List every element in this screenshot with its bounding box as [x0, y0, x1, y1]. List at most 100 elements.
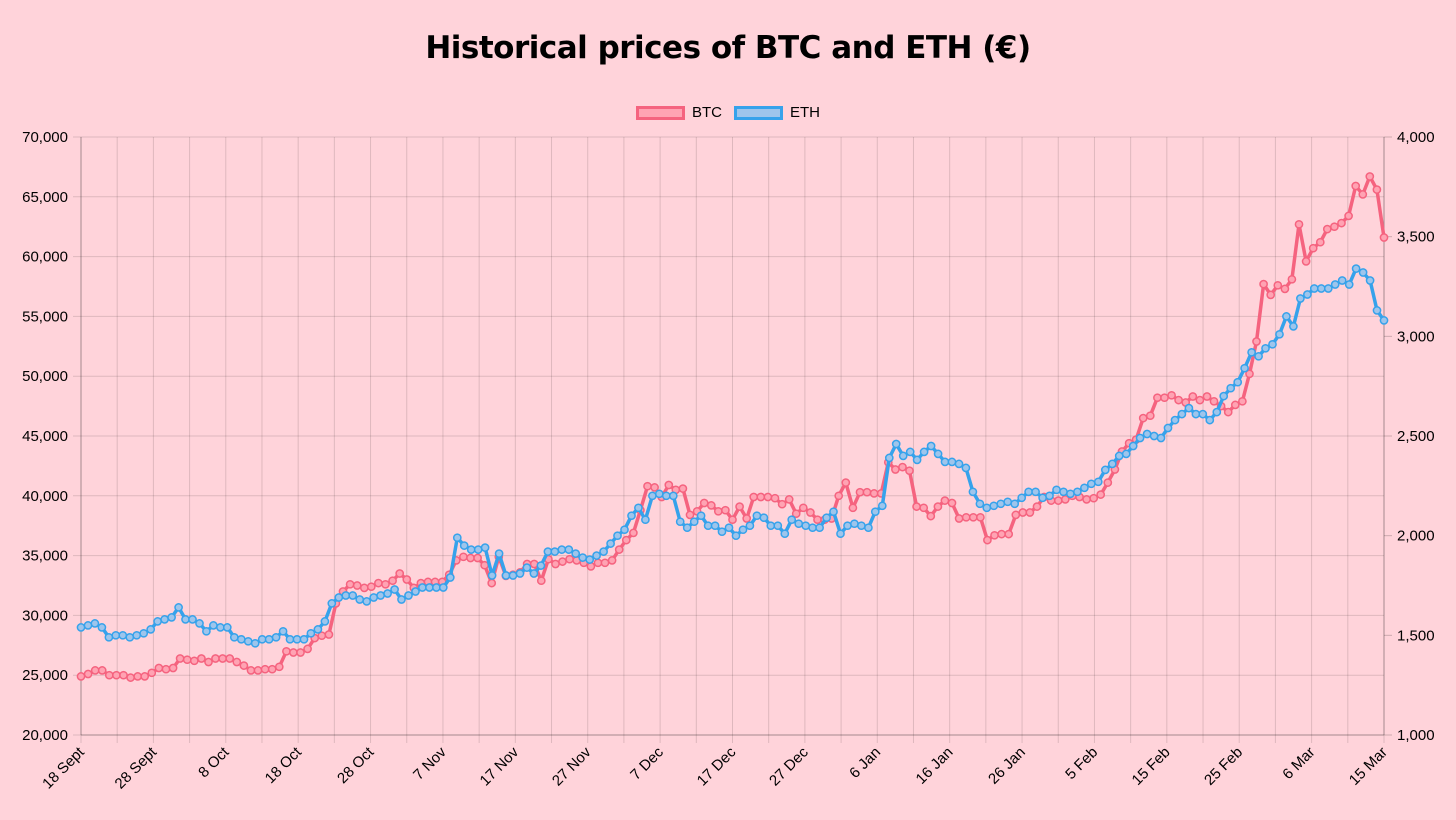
btc-point [968, 512, 978, 522]
eth-point [1170, 415, 1180, 425]
btc-point [381, 579, 390, 589]
btc-point [154, 663, 164, 673]
x-tick-label: 27 Nov [549, 743, 595, 789]
btc-point [558, 557, 567, 566]
y-left-tick-label: 35,000 [22, 548, 68, 565]
btc-point [997, 529, 1006, 539]
btc-point [664, 480, 674, 490]
x-tick-label: 15 Mar [1346, 744, 1391, 789]
btc-point [395, 569, 405, 578]
eth-point [703, 521, 713, 531]
legend-item-btc[interactable]: BTC [636, 104, 722, 121]
eth-point [940, 457, 950, 467]
eth-point [418, 583, 427, 592]
eth-point [822, 513, 831, 523]
eth-point [480, 543, 490, 552]
eth-point [306, 628, 316, 638]
btc-point [253, 666, 263, 675]
btc-point [296, 648, 305, 657]
eth-point [1038, 493, 1047, 503]
eth-point [390, 585, 399, 594]
eth-point [1323, 284, 1333, 293]
eth-point [543, 547, 553, 556]
y-left-tick-label: 70,000 [22, 129, 68, 146]
btc-point [1018, 508, 1028, 517]
eth-point [341, 591, 351, 600]
eth-point [780, 529, 790, 539]
eth-point [954, 459, 964, 469]
eth-point [1142, 429, 1152, 439]
btc-point [218, 654, 227, 663]
btc-point [1337, 218, 1346, 228]
eth-point [606, 539, 615, 548]
btc-point [112, 670, 121, 680]
eth-point [90, 619, 100, 628]
btc-point [713, 506, 723, 516]
eth-point [348, 591, 358, 600]
eth-point [696, 511, 706, 521]
eth-point [641, 515, 650, 525]
eth-point [884, 453, 894, 463]
btc-point [1223, 407, 1233, 417]
eth-point [487, 571, 497, 580]
eth-point [1254, 351, 1263, 361]
eth-point [933, 449, 943, 459]
btc-point [1138, 413, 1148, 423]
eth-point [891, 439, 901, 449]
eth-point [1156, 433, 1166, 443]
eth-point [1205, 415, 1215, 425]
btc-point [685, 510, 695, 520]
eth-point [1337, 276, 1347, 285]
x-tick-label: 6 Jan [846, 744, 884, 782]
btc-point [1245, 369, 1254, 379]
eth-point [1135, 433, 1145, 443]
btc-point [1259, 279, 1268, 289]
btc-point [197, 654, 206, 663]
x-tick-label: 16 Jan [913, 744, 957, 788]
legend-label-eth: ETH [790, 104, 820, 121]
btc-point [239, 661, 249, 670]
eth-point [327, 599, 337, 608]
btc-point [83, 669, 93, 679]
btc-point [770, 493, 780, 503]
eth-point [794, 519, 804, 529]
btc-point [643, 481, 652, 491]
btc-point [1188, 392, 1198, 401]
eth-point [132, 630, 142, 640]
btc-point [699, 498, 709, 508]
eth-point [362, 597, 372, 606]
eth-point [898, 451, 908, 461]
eth-point [1031, 487, 1040, 497]
btc-point [940, 496, 950, 505]
eth-point [1275, 329, 1284, 339]
eth-point [787, 515, 797, 525]
eth-point [473, 545, 483, 554]
x-tick-label: 6 Mar [1279, 744, 1318, 783]
eth-point [1212, 407, 1222, 417]
btc-point [232, 657, 242, 667]
legend-item-eth[interactable]: ETH [734, 104, 820, 121]
btc-point [905, 466, 914, 476]
eth-point [550, 547, 560, 556]
eth-point [153, 617, 162, 626]
eth-point [243, 636, 253, 646]
btc-point [756, 492, 766, 502]
eth-point [376, 591, 385, 600]
btc-point [1082, 495, 1091, 504]
btc-point [777, 499, 787, 509]
eth-point [508, 571, 518, 580]
btc-point [869, 489, 879, 498]
btc-point [90, 666, 100, 675]
btc-point [126, 673, 135, 682]
eth-point [167, 613, 176, 622]
btc-point [933, 502, 943, 511]
eth-point [1247, 347, 1256, 357]
btc-point [1280, 284, 1290, 294]
eth-point [216, 623, 225, 632]
eth-point [515, 569, 525, 578]
btc-point [834, 491, 844, 501]
btc-point [147, 668, 157, 678]
btc-point [211, 654, 220, 663]
btc-point [473, 553, 482, 563]
btc-point [1230, 400, 1240, 410]
